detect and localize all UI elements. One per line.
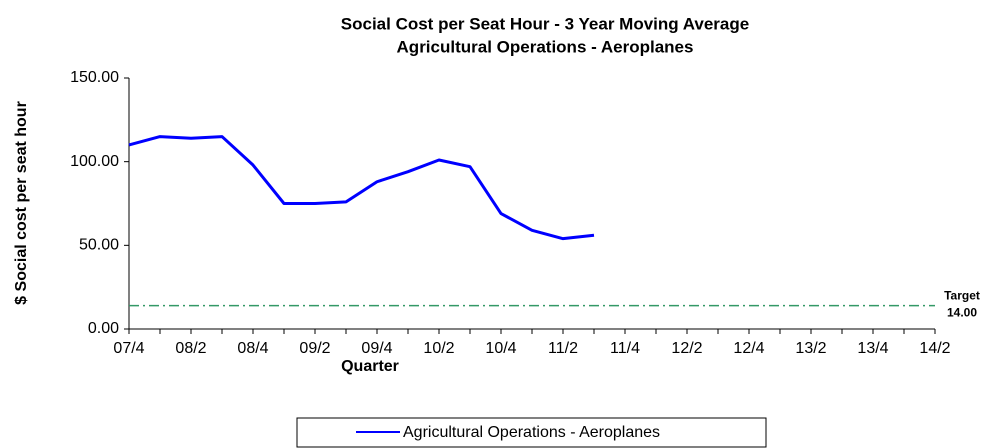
- x-tick-label: 13/2: [795, 340, 826, 357]
- target-label: Target: [944, 289, 980, 303]
- x-tick-label: 08/2: [175, 340, 206, 357]
- chart-subtitle: Agricultural Operations - Aeroplanes: [397, 37, 694, 56]
- x-tick-label: 09/4: [361, 340, 392, 357]
- x-tick-label: 12/2: [671, 340, 702, 357]
- x-tick-label: 12/4: [733, 340, 764, 357]
- x-tick-label: 10/2: [423, 340, 454, 357]
- data-line: [128, 135, 595, 241]
- legend-label: Agricultural Operations - Aeroplanes: [403, 424, 660, 441]
- x-tick-label: 14/2: [919, 340, 950, 357]
- y-axis-label: $ Social cost per seat hour: [13, 101, 30, 305]
- x-tick-label: 07/4: [113, 340, 144, 357]
- x-tick-label: 10/4: [485, 340, 516, 357]
- x-tick-label: 13/4: [857, 340, 888, 357]
- y-tick-label: 100.00: [70, 153, 119, 170]
- x-tick-label: 11/2: [548, 340, 578, 357]
- y-tick-label: 50.00: [79, 237, 119, 254]
- y-tick-label: 150.00: [70, 69, 119, 86]
- y-tick-label: 0.00: [88, 320, 119, 337]
- x-tick-label: 11/4: [610, 340, 640, 357]
- legend-box: [296, 417, 767, 448]
- x-axis-label: Quarter: [341, 358, 399, 375]
- chart-title: Social Cost per Seat Hour - 3 Year Movin…: [341, 14, 749, 33]
- target-value-label: 14.00: [947, 306, 977, 320]
- x-tick-label: 09/2: [299, 340, 330, 357]
- x-tick-label: 08/4: [237, 340, 268, 357]
